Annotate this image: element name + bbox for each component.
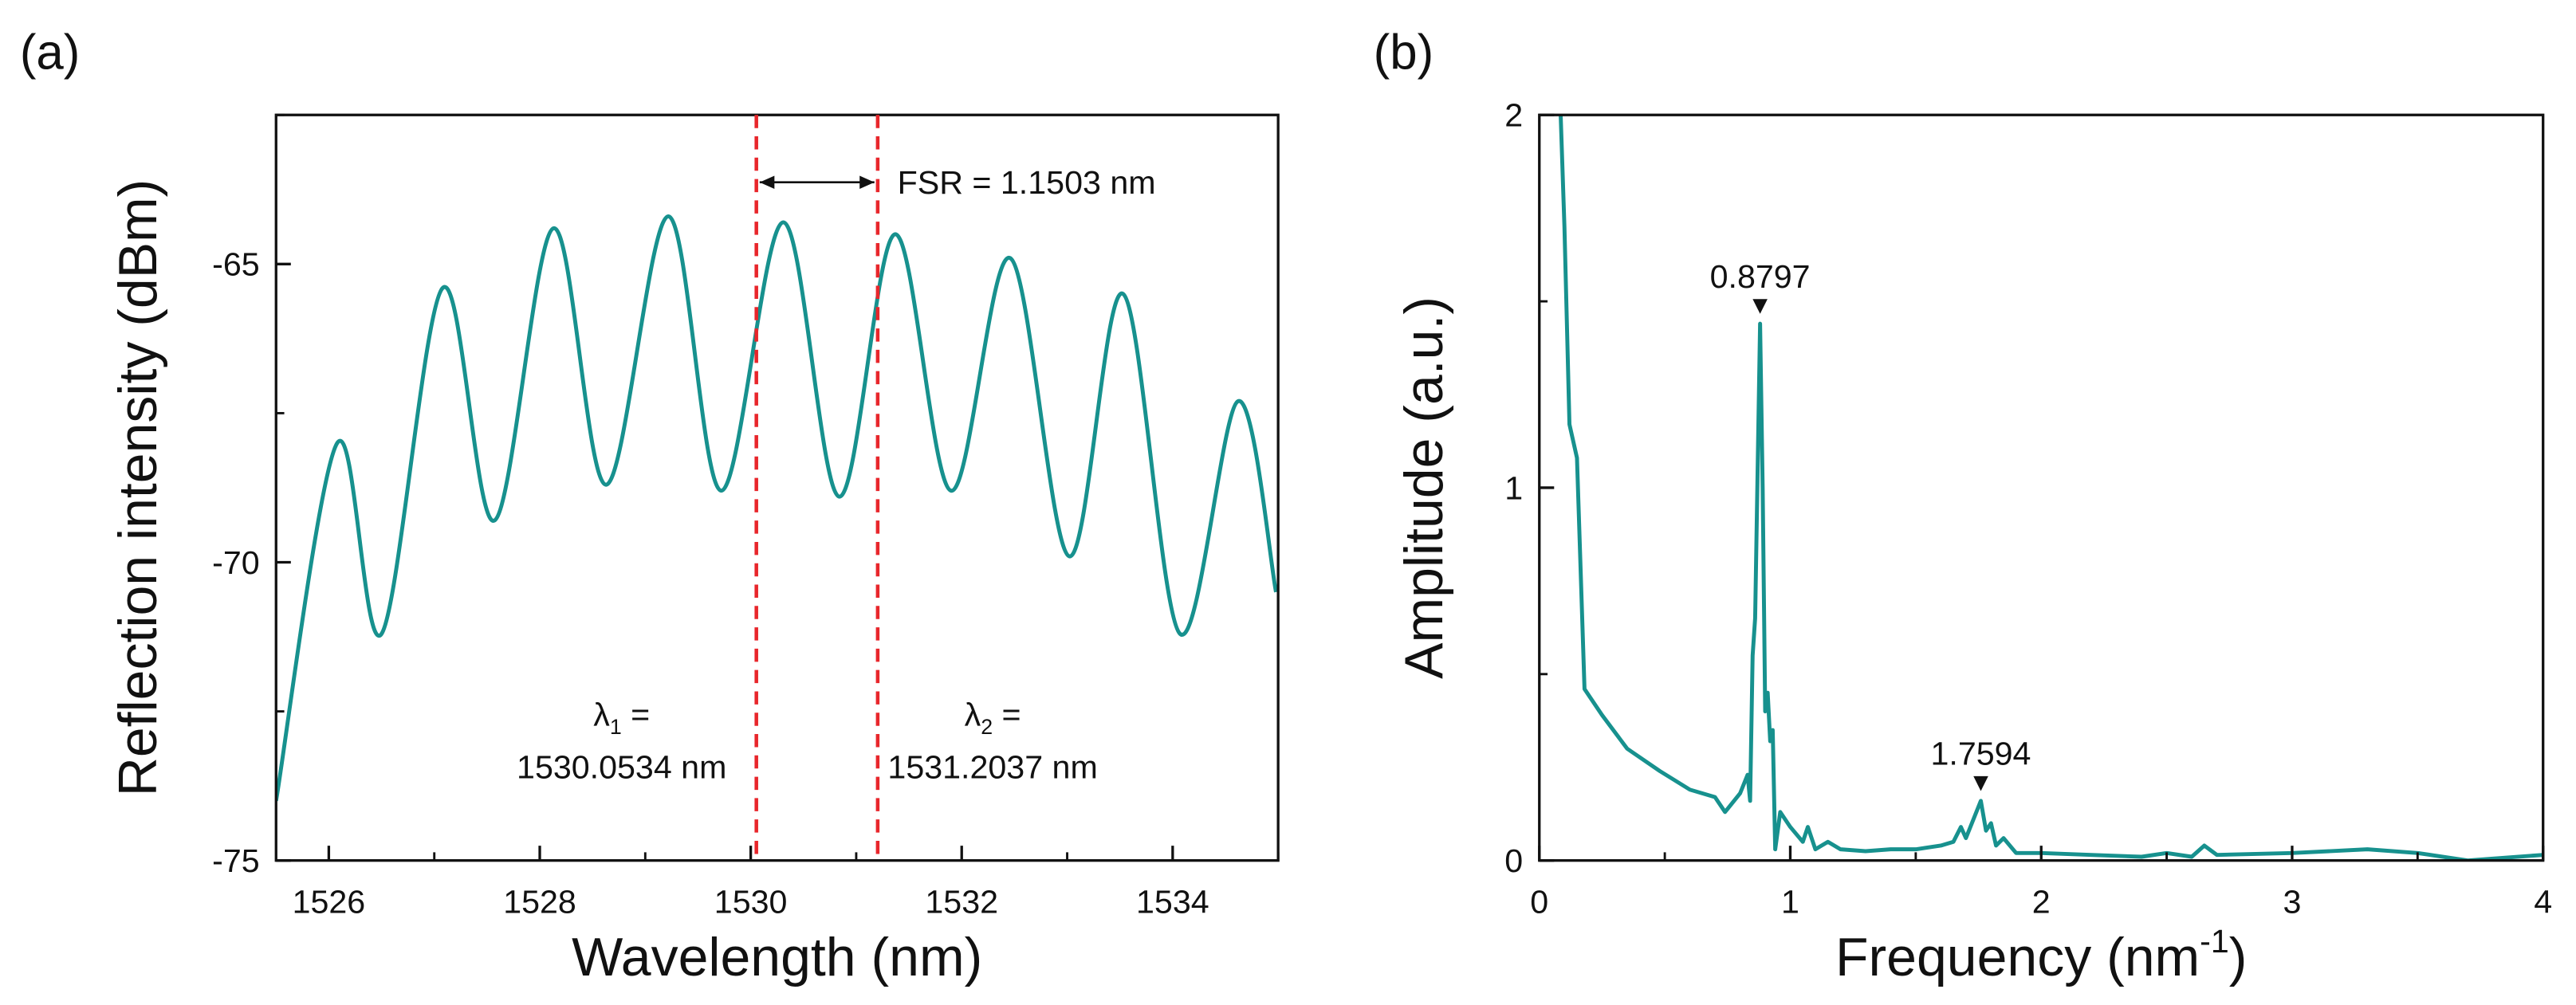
x-tick-label: 1528: [503, 884, 576, 921]
x-axis-label-part: Frequency (nm: [1835, 927, 2200, 987]
x-tick-label: 1532: [925, 884, 998, 921]
y-axis-label: Reflection intensity (dBm): [108, 179, 168, 797]
lambda-subscript: 1: [610, 715, 622, 739]
lambda-equals: =: [993, 697, 1021, 733]
data-line: [276, 214, 1278, 802]
x-tick-label: 2: [2032, 884, 2051, 921]
x-axis-label: Frequency (nm-1): [1835, 923, 2247, 987]
x-tick-label: 0: [1530, 884, 1548, 921]
plot-frame: [1538, 113, 2545, 862]
lambda-subscript: 2: [981, 715, 993, 739]
lambda-value: 1531.2037 nm: [887, 749, 1097, 786]
y-axis-label: Amplitude (a.u.): [1394, 296, 1454, 679]
x-tick-label: 1534: [1136, 884, 1209, 921]
peak-label: 1.7594: [1931, 736, 2031, 772]
y-tick-label: 0: [1504, 842, 1523, 879]
fsr-label: FSR = 1.1503 nm: [898, 164, 1156, 201]
lambda-symbol: λ: [965, 697, 981, 733]
lambda-equals: =: [622, 697, 651, 733]
x-tick-label: 4: [2534, 884, 2552, 921]
x-axis-label-superscript: -1: [2200, 923, 2229, 960]
peak-marker: [1752, 299, 1768, 314]
peak-label: 0.8797: [1710, 258, 1811, 295]
y-tick-label: 2: [1504, 97, 1523, 134]
y-tick-label: -70: [212, 544, 260, 581]
plot-frame: [274, 113, 1280, 862]
y-tick-label: 1: [1504, 469, 1523, 506]
lambda-symbol: λ: [593, 697, 610, 733]
peak-marker: [1973, 775, 1988, 791]
panel-label: (b): [1374, 26, 1434, 80]
x-axis-label: Wavelength (nm): [572, 927, 982, 987]
x-axis-label-part: ): [2229, 927, 2248, 987]
lambda-label: λ2 =: [965, 697, 1021, 739]
x-tick-label: 1: [1781, 884, 1799, 921]
panel-label: (a): [20, 26, 81, 80]
y-tick-label: -75: [212, 842, 260, 879]
lambda-label: λ1 =: [593, 697, 650, 739]
x-tick-label: 1530: [714, 884, 788, 921]
x-tick-label: 1526: [293, 884, 366, 921]
lambda-value: 1530.0534 nm: [517, 749, 726, 786]
y-tick-label: -65: [212, 246, 260, 283]
x-tick-label: 3: [2283, 884, 2301, 921]
data-line: [1559, 115, 2543, 861]
